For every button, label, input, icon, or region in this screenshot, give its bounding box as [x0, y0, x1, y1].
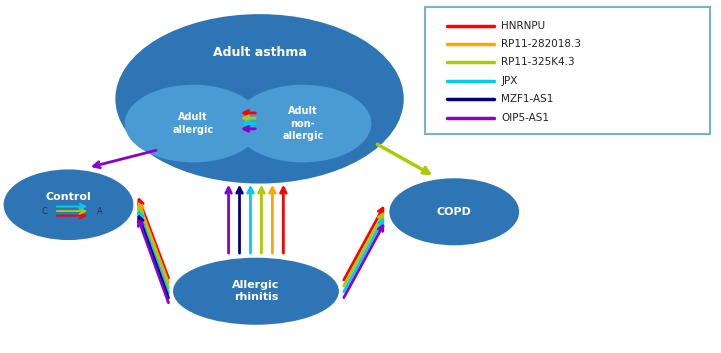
- Ellipse shape: [4, 169, 133, 240]
- FancyBboxPatch shape: [425, 7, 710, 134]
- Text: Adult
allergic: Adult allergic: [172, 112, 214, 135]
- Text: COPD: COPD: [437, 207, 472, 217]
- Text: Adult
non-
allergic: Adult non- allergic: [282, 106, 324, 141]
- Text: JPX: JPX: [501, 76, 518, 86]
- Text: RP11-282018.3: RP11-282018.3: [501, 39, 581, 49]
- Text: HNRNPU: HNRNPU: [501, 21, 545, 31]
- Ellipse shape: [115, 14, 404, 184]
- Text: Adult asthma: Adult asthma: [213, 46, 306, 59]
- Ellipse shape: [389, 178, 519, 245]
- Text: C: C: [41, 207, 47, 216]
- Text: OIP5-AS1: OIP5-AS1: [501, 113, 549, 122]
- Text: Allergic
rhinitis: Allergic rhinitis: [232, 280, 280, 303]
- Text: Control: Control: [45, 192, 92, 202]
- Text: RP11-325K4.3: RP11-325K4.3: [501, 58, 575, 67]
- Ellipse shape: [234, 85, 371, 162]
- Ellipse shape: [173, 258, 339, 325]
- Ellipse shape: [125, 85, 262, 162]
- Text: A: A: [97, 207, 102, 216]
- Text: MZF1-AS1: MZF1-AS1: [501, 94, 554, 104]
